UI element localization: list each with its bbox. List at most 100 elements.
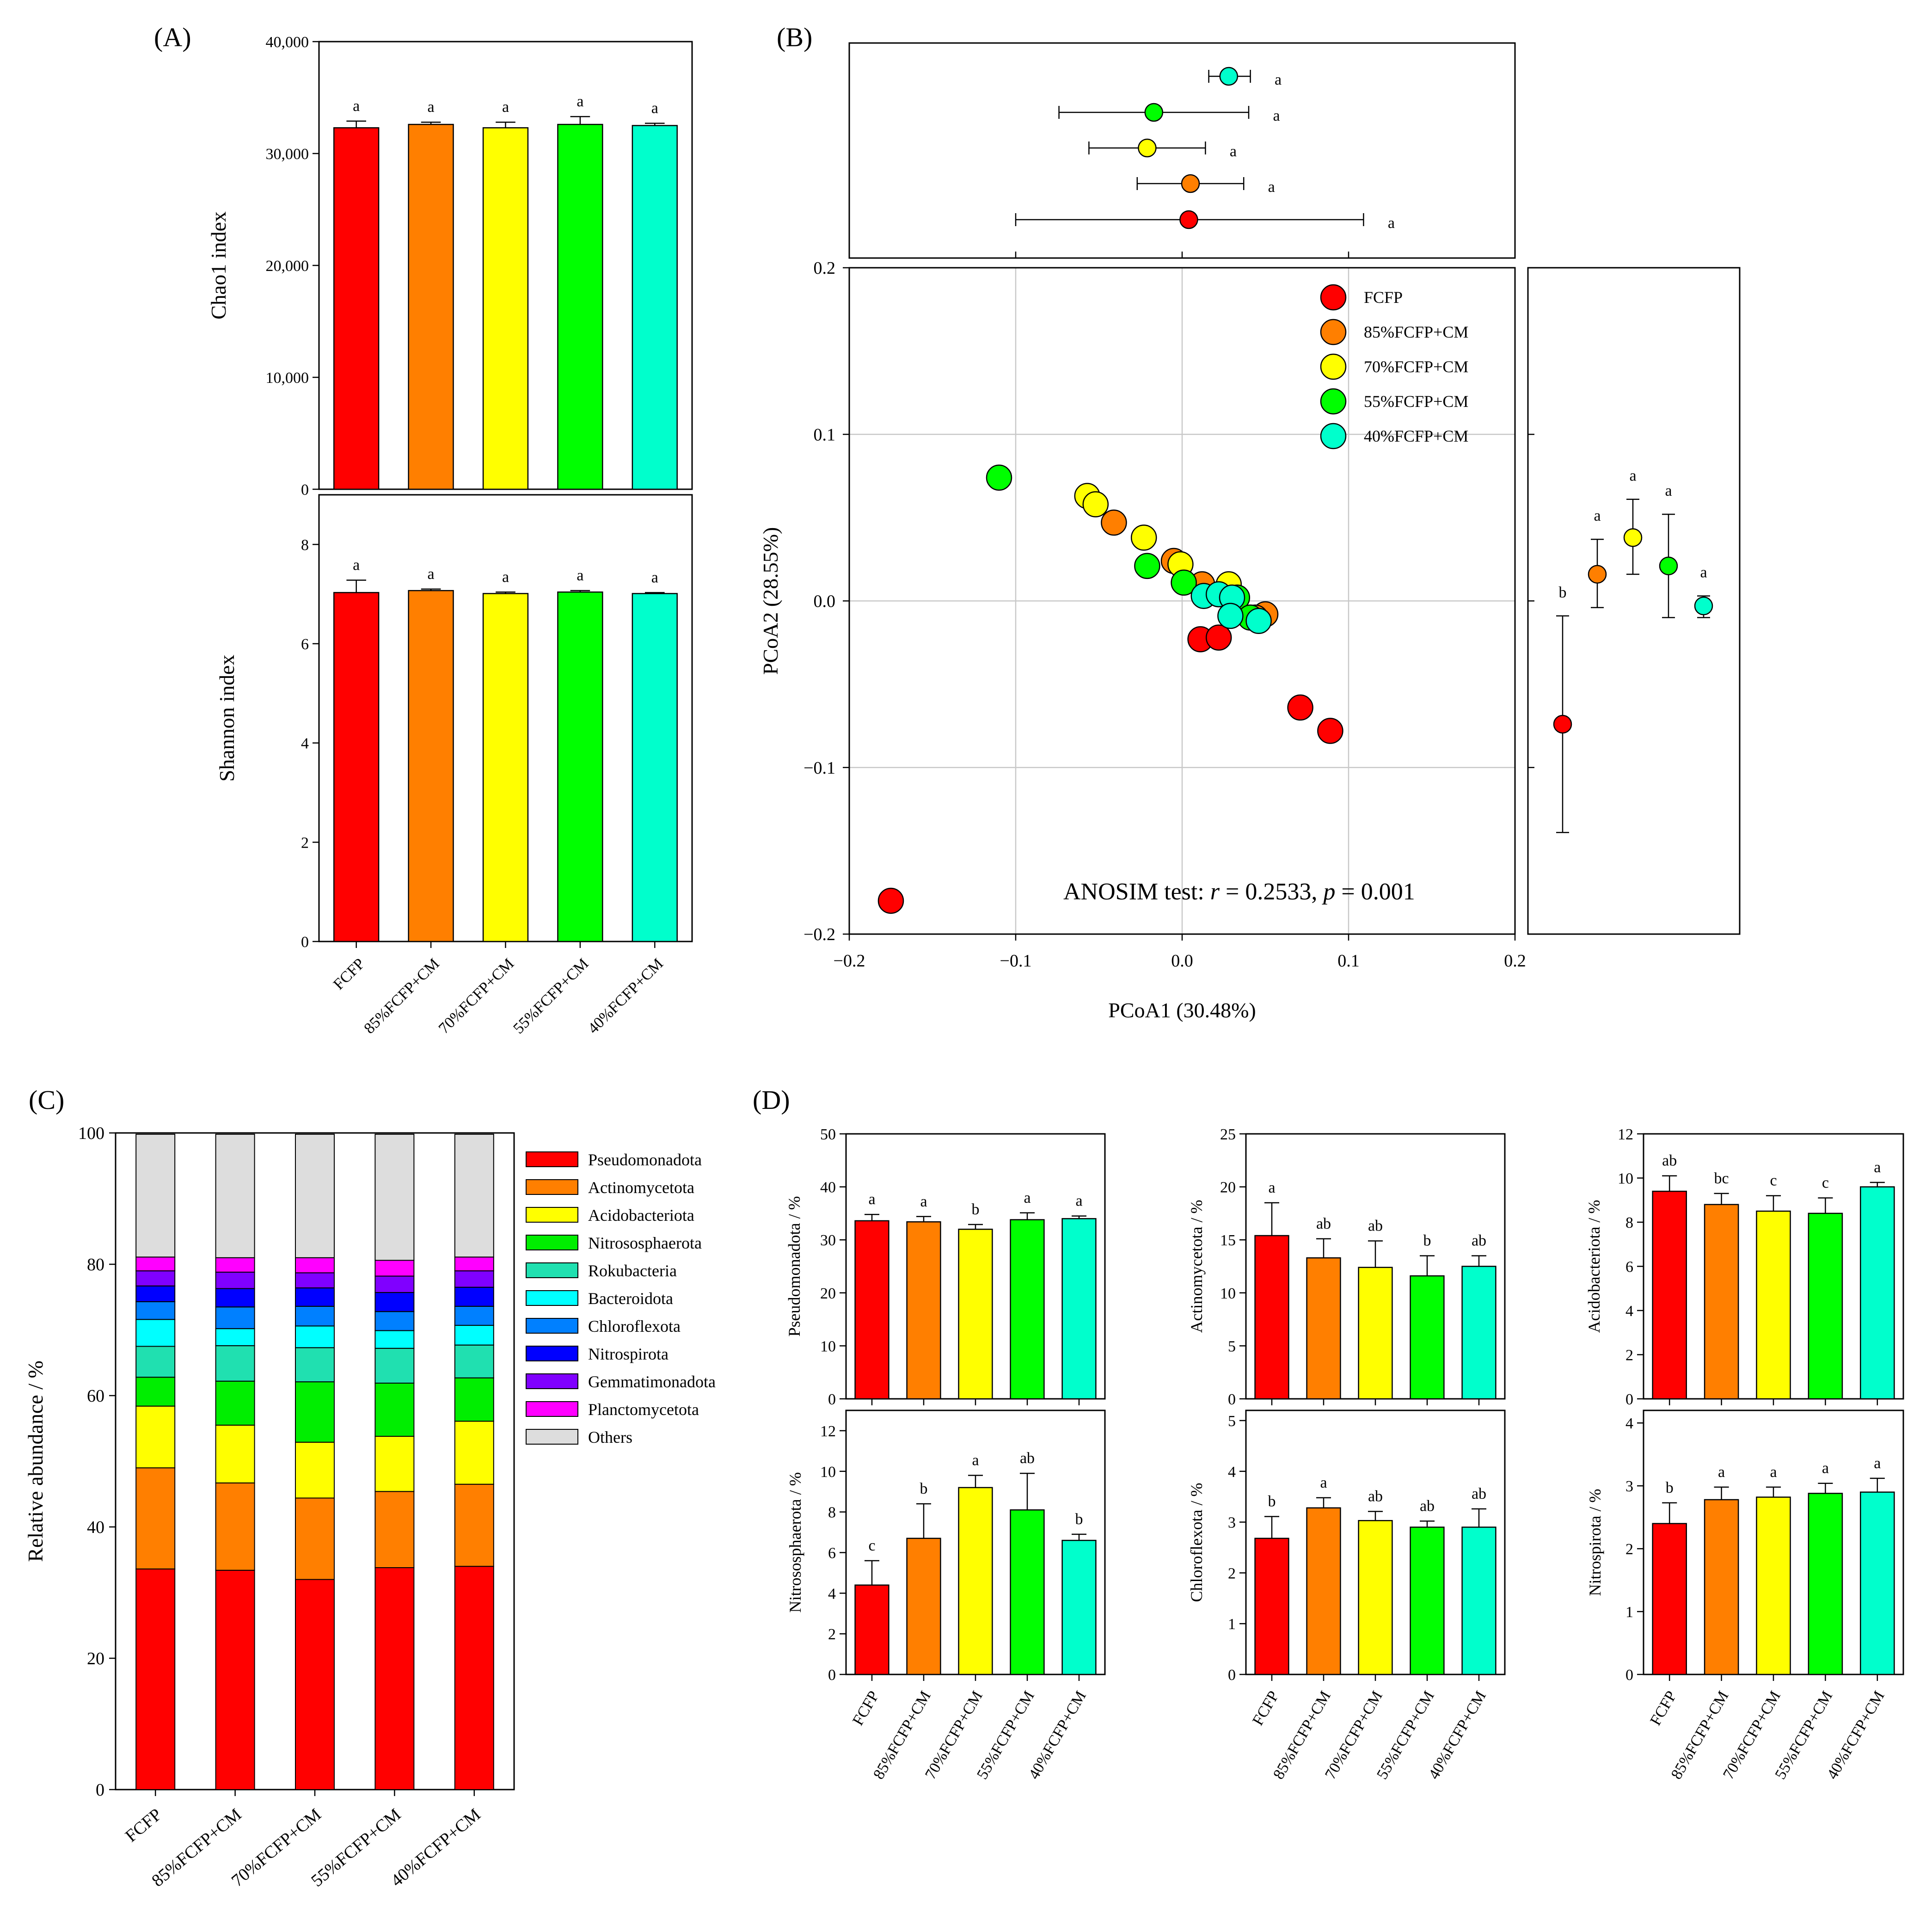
D-acido-ytick-label: 0 (1625, 1391, 1633, 1408)
C-stack-segment (295, 1347, 335, 1383)
B-point (1287, 694, 1313, 721)
D-chloro-sig-letter: ab (1472, 1485, 1486, 1502)
B-right-mean-marker (1588, 565, 1607, 584)
D-pseudo-ytick-label: 10 (820, 1338, 836, 1355)
C-stack-segment (295, 1441, 335, 1499)
D-nitrospi-category-label: 55%FCFP+CM (1772, 1688, 1836, 1783)
C-stack-segment (374, 1330, 415, 1349)
A-chao1-bar (482, 127, 529, 490)
B-anosim-annotation: ANOSIM test: r = 0.2533, p = 0.001 (1063, 879, 1415, 905)
A-shannon-ytick-label: 4 (301, 735, 309, 752)
B-anosim-part: = 0.2533, (1220, 879, 1323, 905)
D-pseudo-sig-letter: a (920, 1193, 927, 1210)
D-actino-ytick-label: 15 (1220, 1232, 1236, 1249)
D-chloro-ytick-label: 2 (1228, 1565, 1236, 1582)
A-shannon-bar (482, 593, 529, 942)
B-top-mean-marker (1179, 210, 1198, 229)
D-nitroso-ytick-label: 0 (828, 1667, 836, 1684)
D-pseudo-sig-letter: b (972, 1201, 980, 1218)
B-top-mean-marker (1144, 103, 1164, 122)
C-stack-segment (135, 1346, 176, 1378)
D-nitroso-sig-letter: b (1075, 1511, 1083, 1528)
C-stack-segment (374, 1260, 415, 1277)
A-shannon-sig-letter: a (502, 568, 509, 585)
C-stack-segment (215, 1345, 255, 1382)
C-stack-segment (135, 1270, 176, 1286)
D-chloro-sig-letter: ab (1420, 1497, 1435, 1514)
D-acido-sig-letter: c (1822, 1174, 1829, 1191)
C-stack-segment (295, 1257, 335, 1274)
A-chao1-ytick-label: 30,000 (266, 146, 309, 163)
A-shannon-sig-letter: a (428, 566, 435, 583)
C-legend-label: Nitrososphaerota (588, 1234, 702, 1252)
D-acido-sig-letter: a (1874, 1159, 1881, 1176)
D-pseudo-ytick-label: 0 (828, 1391, 836, 1408)
B-top-mean-marker (1219, 67, 1239, 86)
D-actino-ytick-label: 25 (1220, 1126, 1236, 1143)
C-stack-segment (215, 1288, 255, 1308)
B-anosim-part: = 0.001 (1335, 879, 1415, 905)
D-actino-bar (1461, 1266, 1497, 1400)
B-xtick-label: 0.2 (1504, 951, 1526, 971)
A-chao1-sig-letter: a (651, 100, 658, 117)
C-stack-segment (215, 1482, 255, 1571)
D-chloro-bar (1358, 1520, 1393, 1675)
D-acido-ytick-label: 6 (1625, 1259, 1633, 1276)
C-legend-label: Rokubacteria (588, 1261, 677, 1280)
B-legend-marker (1320, 388, 1347, 415)
C-legend-label: Actinomycetota (588, 1178, 694, 1197)
C-legend-label: Gemmatimonadota (588, 1372, 716, 1391)
C-stack-segment (295, 1133, 335, 1258)
D-chloro-y-axis-title: Chloroflexota / % (1187, 1483, 1206, 1602)
D-pseudo-sig-letter: a (868, 1191, 875, 1208)
B-top-sig-letter: a (1275, 71, 1282, 88)
B-point (1317, 718, 1343, 744)
D-nitrospi-sig-letter: a (1822, 1460, 1829, 1477)
C-legend-swatch (526, 1290, 578, 1306)
C-stack-segment (295, 1305, 335, 1327)
B-point (1101, 509, 1127, 536)
D-actino-sig-letter: ab (1316, 1215, 1331, 1232)
D-nitroso-category-label: 40%FCFP+CM (1025, 1688, 1090, 1783)
D-pseudo-bar (1061, 1218, 1097, 1400)
D-acido-bar (1860, 1186, 1895, 1400)
D-actino-bar (1358, 1267, 1393, 1400)
D-chloro-bar (1306, 1507, 1341, 1675)
D-nitroso-ytick-label: 8 (828, 1504, 836, 1521)
D-nitroso-sig-letter: b (920, 1480, 928, 1497)
C-legend-swatch (526, 1346, 578, 1361)
A-shannon-category-label: FCFP (330, 955, 368, 993)
C-stack-segment (295, 1497, 335, 1580)
A-chao1-ytick-label: 40,000 (266, 34, 309, 51)
C-stack-segment (454, 1133, 494, 1258)
D-nitroso-sig-letter: a (972, 1452, 979, 1469)
B-top-sig-letter: a (1230, 143, 1237, 160)
C-stack-segment (374, 1348, 415, 1384)
B-right-mean-marker (1694, 597, 1713, 615)
C-stack-segment (135, 1285, 176, 1302)
D-pseudo-sig-letter: a (1075, 1193, 1082, 1210)
B-legend-marker (1320, 423, 1347, 449)
A-shannon-sig-letter: a (651, 569, 658, 586)
C-y-axis-title: Relative abundance / % (24, 1360, 47, 1562)
A-chao1-bar (408, 123, 454, 490)
C-stack-segment (215, 1272, 255, 1289)
C-stack-segment (135, 1467, 176, 1569)
C-stack-segment (454, 1256, 494, 1272)
C-stack-segment (135, 1133, 176, 1258)
D-pseudo-bar (1010, 1219, 1045, 1400)
D-nitrospi-bar (1808, 1493, 1843, 1675)
A-chao1-sig-letter: a (577, 93, 583, 110)
C-stack-segment (374, 1133, 415, 1261)
D-pseudo-bar (854, 1220, 889, 1400)
D-actino-ytick-label: 10 (1220, 1285, 1236, 1302)
B-point (1205, 624, 1232, 651)
C-ytick-label: 0 (96, 1780, 104, 1800)
D-acido-bar (1704, 1204, 1739, 1400)
D-nitroso-ytick-label: 6 (828, 1544, 836, 1562)
D-nitrospi-sig-letter: a (1770, 1464, 1777, 1481)
C-legend-label: Bacteroidota (588, 1289, 673, 1308)
B-xtick-label: −0.1 (1000, 951, 1032, 971)
C-stack-segment (374, 1275, 415, 1293)
